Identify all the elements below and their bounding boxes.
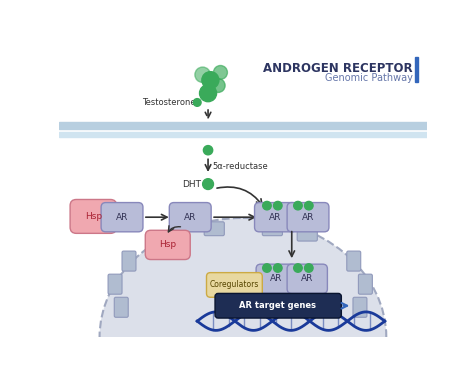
Circle shape	[202, 72, 219, 89]
Text: Testosterone: Testosterone	[142, 98, 196, 107]
Text: ANDROGEN RECEPTOR: ANDROGEN RECEPTOR	[263, 63, 413, 75]
FancyBboxPatch shape	[122, 251, 136, 271]
Circle shape	[273, 264, 282, 272]
Ellipse shape	[100, 218, 386, 379]
FancyBboxPatch shape	[262, 222, 283, 236]
Circle shape	[304, 264, 313, 272]
FancyBboxPatch shape	[358, 274, 373, 294]
Text: AR: AR	[184, 213, 196, 222]
Circle shape	[273, 201, 282, 210]
Text: DHT: DHT	[182, 180, 201, 189]
Bar	[59, 122, 427, 129]
FancyBboxPatch shape	[70, 199, 117, 233]
Bar	[59, 132, 427, 137]
Circle shape	[195, 67, 210, 83]
Circle shape	[200, 85, 217, 102]
Circle shape	[263, 201, 271, 210]
Bar	[415, 57, 418, 81]
FancyBboxPatch shape	[287, 264, 328, 293]
Circle shape	[294, 201, 302, 210]
FancyBboxPatch shape	[297, 227, 317, 241]
Text: 5α-reductase: 5α-reductase	[212, 162, 268, 171]
FancyBboxPatch shape	[353, 297, 367, 317]
FancyBboxPatch shape	[204, 222, 224, 236]
Circle shape	[203, 146, 213, 155]
Circle shape	[202, 179, 213, 190]
FancyBboxPatch shape	[215, 293, 341, 318]
Circle shape	[304, 201, 313, 210]
Text: AR: AR	[116, 213, 128, 222]
Text: AR: AR	[269, 213, 282, 222]
FancyBboxPatch shape	[347, 251, 361, 271]
Text: AR: AR	[301, 274, 313, 283]
FancyBboxPatch shape	[145, 230, 190, 260]
FancyBboxPatch shape	[287, 202, 329, 232]
FancyBboxPatch shape	[169, 202, 211, 232]
FancyBboxPatch shape	[255, 202, 296, 232]
Text: Hsp: Hsp	[159, 240, 176, 249]
FancyBboxPatch shape	[169, 227, 190, 241]
FancyBboxPatch shape	[108, 274, 122, 294]
Text: Hsp: Hsp	[85, 212, 102, 221]
Circle shape	[294, 264, 302, 272]
Text: AR target genes: AR target genes	[239, 301, 316, 310]
Text: Coregulators: Coregulators	[210, 280, 259, 290]
Circle shape	[211, 78, 225, 92]
Text: Genomic Pathway: Genomic Pathway	[325, 73, 413, 83]
Text: AR: AR	[302, 213, 314, 222]
FancyBboxPatch shape	[114, 297, 128, 317]
Circle shape	[193, 99, 201, 106]
FancyBboxPatch shape	[207, 273, 262, 297]
Circle shape	[213, 66, 228, 79]
FancyBboxPatch shape	[256, 264, 296, 293]
Text: AR: AR	[270, 274, 283, 283]
FancyBboxPatch shape	[101, 202, 143, 232]
Circle shape	[263, 264, 271, 272]
